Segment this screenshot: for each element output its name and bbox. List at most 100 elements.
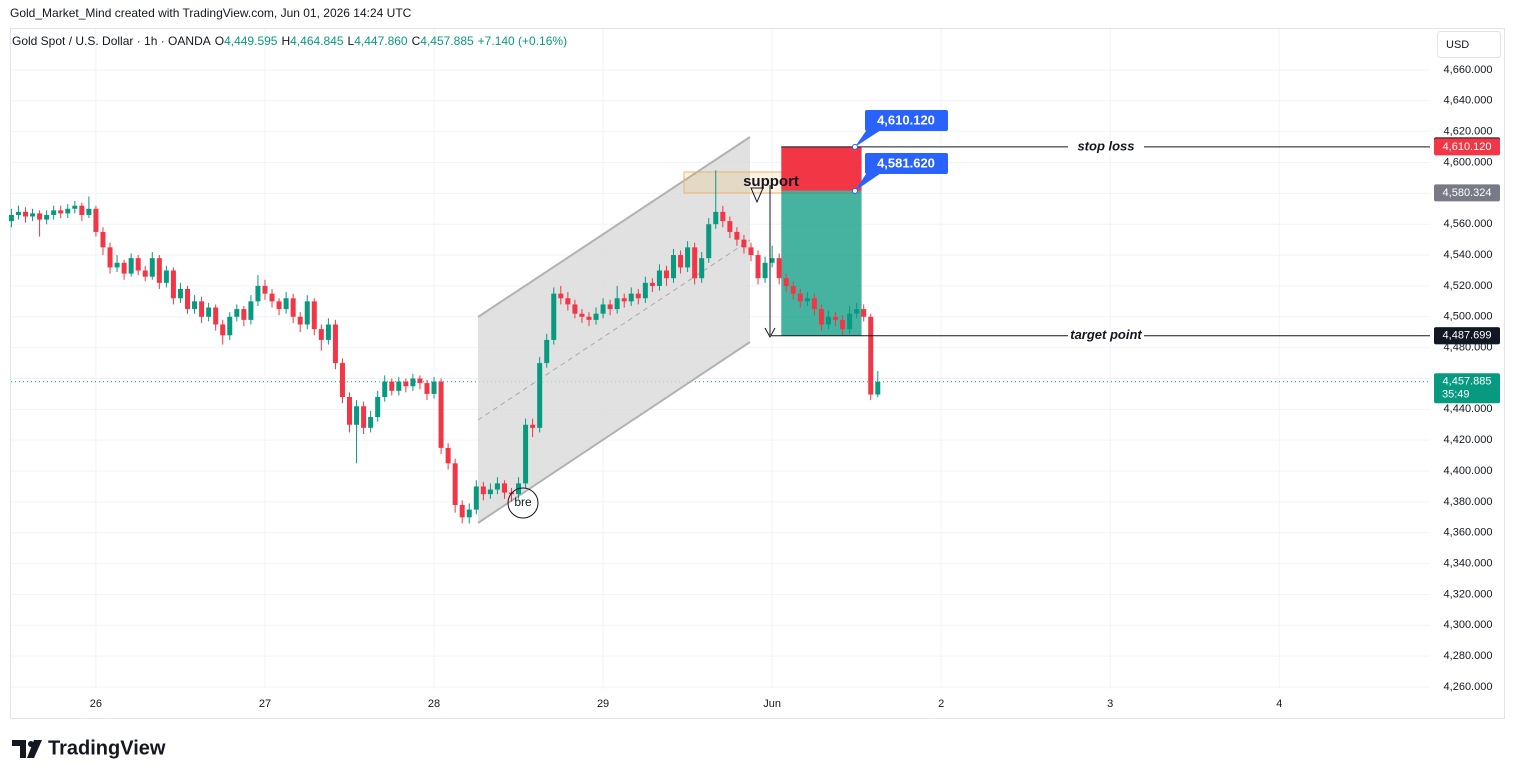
candle-body [741, 239, 747, 248]
candle-body [227, 316, 233, 336]
candle-body [769, 258, 775, 263]
x-tick-label: 28 [428, 698, 440, 710]
y-tick-label: 4,320.000 [1444, 588, 1493, 600]
price-label: 4,610.120 [1443, 141, 1492, 153]
chart-frame [10, 28, 1505, 719]
candle-body [544, 339, 550, 364]
callout-dot [852, 143, 858, 150]
candle-body [706, 224, 712, 259]
candle-body [283, 298, 289, 310]
candle-body [396, 381, 402, 391]
price-label: 4,580.324 [1443, 187, 1492, 199]
candle-body [614, 298, 620, 310]
candle-body [692, 247, 698, 279]
candle-body [142, 270, 148, 277]
candle-body [727, 221, 733, 232]
channel-mid [477, 239, 751, 421]
candle-body [276, 301, 282, 310]
candle-body [149, 258, 155, 277]
ohlc-key: H [281, 34, 290, 48]
y-tick-label: 4,300.000 [1444, 619, 1493, 631]
ohlc-value: 4,449.595 [224, 34, 278, 48]
candle-body [8, 214, 14, 222]
candle-body [255, 285, 261, 302]
y-tick-label: 4,420.000 [1444, 434, 1493, 446]
candle-body [755, 255, 761, 279]
candle-body [494, 483, 500, 490]
change: +7.140 (+0.16%) [478, 34, 567, 48]
candle-body [861, 309, 867, 317]
candle-body [51, 210, 57, 215]
candle-body [213, 307, 219, 325]
logo-text: TradingView [48, 737, 166, 759]
candle-body [403, 381, 409, 387]
candle-body [368, 417, 374, 428]
candle-body [177, 289, 183, 299]
candle-body [678, 255, 684, 268]
y-tick-label: 4,560.000 [1444, 218, 1493, 230]
channel-bottom [477, 341, 751, 524]
symbol: Gold Spot / U.S. Dollar · 1h · OANDA [12, 34, 211, 48]
y-tick-label: 4,520.000 [1444, 280, 1493, 292]
currency-box[interactable] [1437, 31, 1501, 58]
candle-body [332, 324, 338, 364]
x-tick-label: Jun [763, 698, 781, 710]
candle-body [818, 309, 824, 325]
candle-body [671, 255, 677, 279]
price-label-bg [1434, 138, 1500, 156]
candle-body [685, 247, 691, 268]
callout-label: 4,581.620 [877, 155, 935, 170]
candle-body [635, 293, 641, 299]
candle-body [347, 396, 353, 425]
candle-body [854, 309, 860, 314]
line-label: target point [1070, 327, 1142, 342]
candle-body [558, 293, 564, 299]
candle-body [713, 211, 719, 225]
candle-body [649, 282, 655, 286]
candle-body [833, 316, 839, 320]
x-tick-label: 27 [259, 698, 271, 710]
candle-body [389, 381, 395, 391]
candle-body [297, 316, 303, 325]
candle-body [15, 211, 21, 215]
candle-body [30, 213, 36, 217]
candle-body [382, 381, 388, 397]
bre-circle [507, 487, 539, 519]
callout-dot [852, 187, 858, 194]
candle-body [58, 210, 64, 214]
candle-body [537, 363, 543, 428]
y-tick-label: 4,440.000 [1444, 403, 1493, 415]
x-tick-label: 2 [938, 698, 944, 710]
candle-body [466, 509, 472, 518]
candle-body [114, 262, 120, 268]
candle-body [424, 383, 430, 394]
candle-body [361, 406, 367, 428]
candle-body [501, 483, 507, 493]
ohlc-key: L [348, 34, 355, 48]
y-tick-label: 4,600.000 [1444, 156, 1493, 168]
countdown: 35:49 [1442, 389, 1470, 401]
price-label-bg [1434, 373, 1500, 404]
candle-body [290, 298, 296, 317]
y-tick-label: 4,660.000 [1444, 64, 1493, 76]
callout-label: 4,610.120 [877, 112, 935, 127]
candle-body [607, 304, 613, 310]
candle-body [811, 298, 817, 310]
ohlc-key: C [412, 34, 421, 48]
candle-body [22, 211, 28, 217]
price-label-bg [1434, 327, 1500, 345]
price-label: 4,457.885 [1443, 376, 1492, 388]
candle-body [375, 396, 381, 418]
candle-body [551, 293, 557, 340]
support-label: support [743, 173, 799, 190]
callout [865, 110, 948, 131]
candle-body [128, 258, 134, 274]
y-tick-label: 4,400.000 [1444, 465, 1493, 477]
candle-body [840, 319, 846, 330]
candle-body [304, 301, 310, 325]
candle-body [783, 278, 789, 286]
candle-body [825, 316, 831, 325]
candle-body [135, 258, 141, 271]
candle-body [121, 262, 127, 274]
